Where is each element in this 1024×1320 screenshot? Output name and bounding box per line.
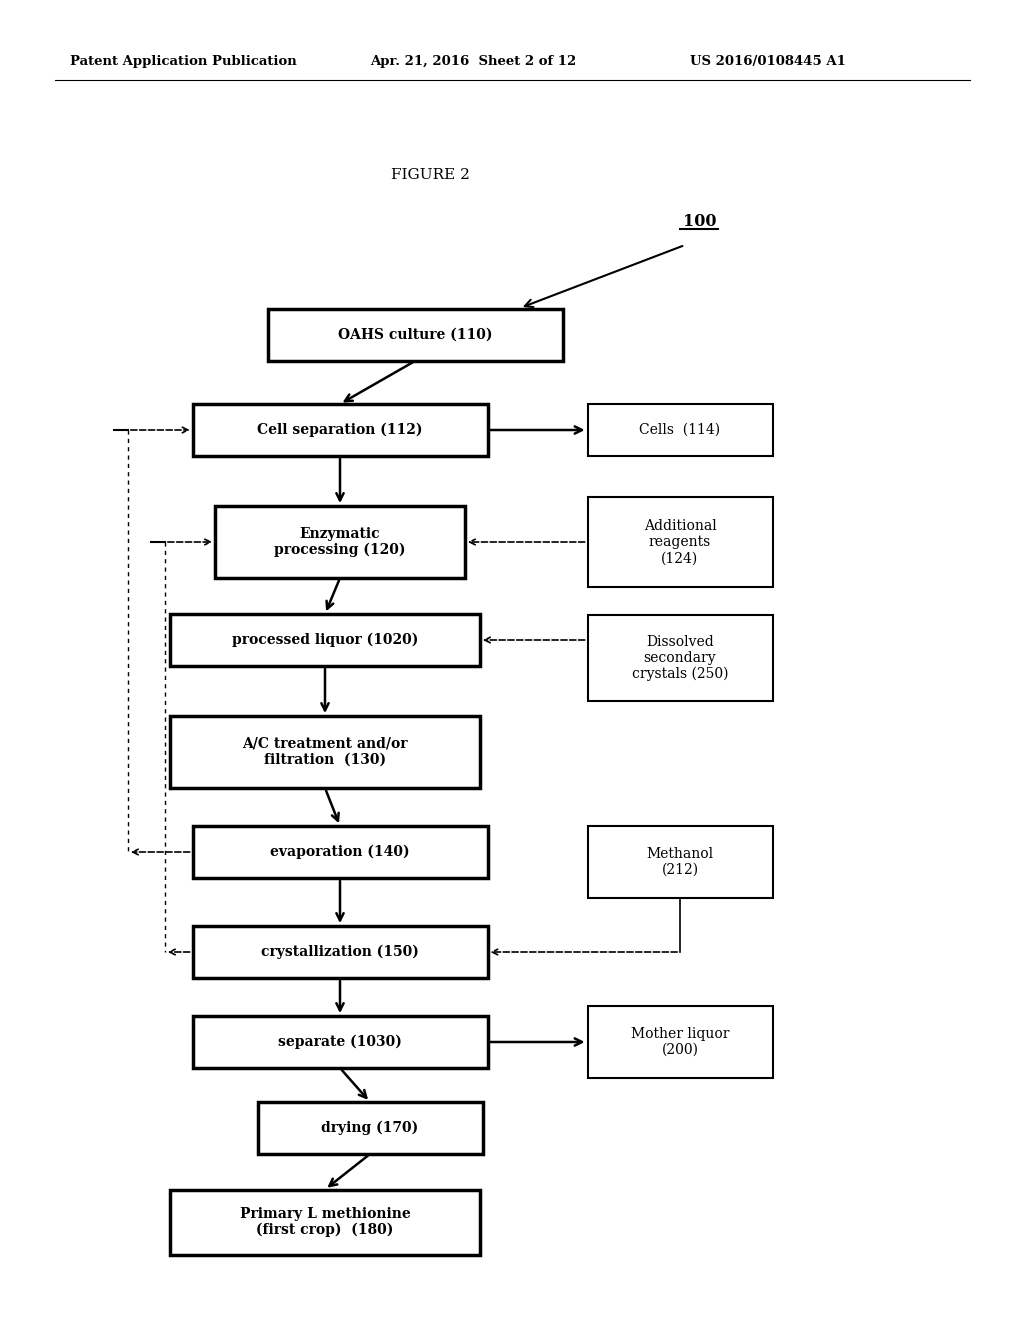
FancyBboxPatch shape	[588, 404, 772, 455]
FancyBboxPatch shape	[170, 614, 480, 667]
Text: FIGURE 2: FIGURE 2	[390, 168, 469, 182]
Text: evaporation (140): evaporation (140)	[270, 845, 410, 859]
Text: crystallization (150): crystallization (150)	[261, 945, 419, 960]
FancyBboxPatch shape	[170, 1189, 480, 1254]
FancyBboxPatch shape	[257, 1102, 482, 1154]
Text: Primary L methionine
(first crop)  (180): Primary L methionine (first crop) (180)	[240, 1206, 411, 1237]
Text: Patent Application Publication: Patent Application Publication	[70, 55, 297, 69]
Text: Methanol
(212): Methanol (212)	[646, 847, 714, 876]
FancyBboxPatch shape	[170, 715, 480, 788]
Text: OAHS culture (110): OAHS culture (110)	[338, 327, 493, 342]
Text: Cells  (114): Cells (114)	[639, 422, 721, 437]
FancyBboxPatch shape	[193, 826, 487, 878]
Text: processed liquor (1020): processed liquor (1020)	[231, 632, 418, 647]
Text: A/C treatment and/or
filtration  (130): A/C treatment and/or filtration (130)	[243, 737, 408, 767]
Text: drying (170): drying (170)	[322, 1121, 419, 1135]
Text: Cell separation (112): Cell separation (112)	[257, 422, 423, 437]
Text: 100: 100	[683, 214, 717, 231]
FancyBboxPatch shape	[267, 309, 562, 360]
Text: separate (1030): separate (1030)	[279, 1035, 402, 1049]
FancyBboxPatch shape	[215, 506, 465, 578]
FancyBboxPatch shape	[588, 615, 772, 701]
Text: Additional
reagents
(124): Additional reagents (124)	[644, 519, 717, 565]
Text: Mother liquor
(200): Mother liquor (200)	[631, 1027, 729, 1057]
Text: Enzymatic
processing (120): Enzymatic processing (120)	[274, 527, 406, 557]
FancyBboxPatch shape	[588, 498, 772, 587]
FancyBboxPatch shape	[193, 927, 487, 978]
FancyBboxPatch shape	[193, 1016, 487, 1068]
FancyBboxPatch shape	[588, 826, 772, 898]
FancyBboxPatch shape	[193, 404, 487, 455]
Text: Apr. 21, 2016  Sheet 2 of 12: Apr. 21, 2016 Sheet 2 of 12	[370, 55, 577, 69]
Text: Dissolved
secondary
crystals (250): Dissolved secondary crystals (250)	[632, 635, 728, 681]
FancyBboxPatch shape	[588, 1006, 772, 1078]
Text: US 2016/0108445 A1: US 2016/0108445 A1	[690, 55, 846, 69]
